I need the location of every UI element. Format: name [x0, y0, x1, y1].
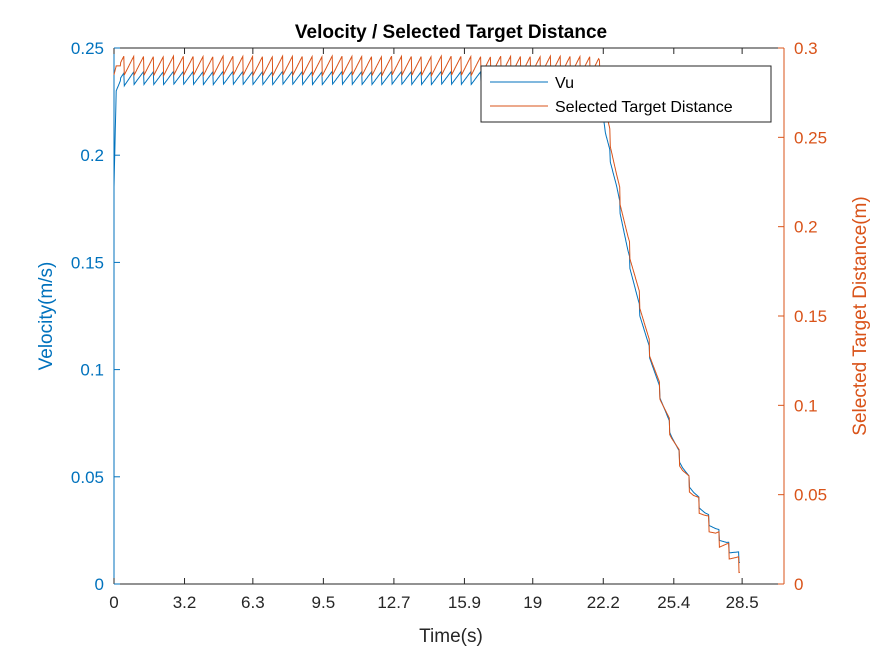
x-tick-label: 3.2: [173, 593, 197, 612]
plot-area: [113, 47, 785, 585]
x-tick-label: 12.7: [377, 593, 410, 612]
x-tick-label: 15.9: [448, 593, 481, 612]
x-axis-label: Time(s): [419, 626, 483, 647]
x-tick-label: 25.4: [657, 593, 690, 612]
x-tick-label: 22.2: [587, 593, 620, 612]
y-axis-left-label: Velocity(m/s): [36, 262, 57, 371]
y-left-tick-label: 0.15: [71, 253, 104, 272]
y-right-tick-label: 0.05: [794, 486, 827, 505]
y-left-tick-label: 0.2: [80, 146, 104, 165]
y-left-tick-label: 0.25: [71, 39, 104, 58]
series-layer: [113, 54, 741, 574]
legend: Vu Selected Target Distance: [480, 65, 772, 123]
y-right-tick-label: 0.15: [794, 307, 827, 326]
legend-box: [480, 65, 772, 123]
x-tick-label: 28.5: [726, 593, 759, 612]
x-tick-label: 0: [109, 593, 118, 612]
legend-label-vu: Vu: [555, 75, 574, 92]
y-left-tick-label: 0.1: [80, 361, 104, 380]
y-right-tick-label: 0.3: [794, 39, 818, 58]
series-line-vu: [113, 69, 741, 563]
y-right-tick-label: 0.25: [794, 128, 827, 147]
x-tick-label: 19: [523, 593, 542, 612]
x-tick-label: 6.3: [241, 593, 265, 612]
y-right-tick-label: 0.2: [794, 218, 818, 237]
chart-title: Velocity / Selected Target Distance: [295, 22, 607, 43]
y-axis-right-label: Selected Target Distance(m): [850, 196, 871, 435]
legend-label-target-distance: Selected Target Distance: [555, 99, 733, 116]
series-line-target-distance: [113, 54, 741, 574]
y-left-tick-label: 0.05: [71, 468, 104, 487]
x-tick-label: 9.5: [312, 593, 336, 612]
y-right-tick-label: 0.1: [794, 396, 818, 415]
y-left-tick-label: 0: [95, 575, 104, 594]
y-right-tick-label: 0: [794, 575, 803, 594]
ticks-layer: 0 3.2 6.3 9.5 12.7 15.9 19 22.2 25.4 28.5 0 0.05 0.1…: [71, 39, 827, 612]
